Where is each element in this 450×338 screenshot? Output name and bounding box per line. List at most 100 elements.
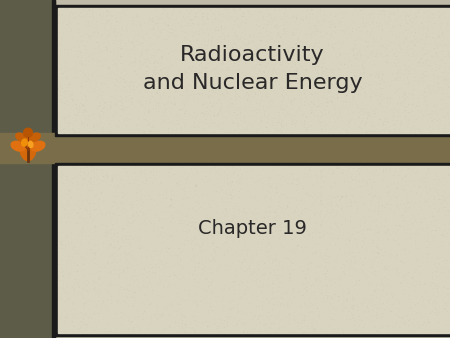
Point xyxy=(274,235,281,240)
Point xyxy=(379,76,387,81)
Point xyxy=(111,271,118,276)
Point xyxy=(117,287,124,293)
Point xyxy=(315,29,322,34)
Point xyxy=(224,13,231,18)
Point xyxy=(124,265,131,270)
Point xyxy=(320,300,327,306)
Point xyxy=(297,20,304,25)
Point xyxy=(356,110,363,115)
Point xyxy=(88,168,95,174)
Point xyxy=(425,170,432,175)
Point xyxy=(318,234,325,240)
Point xyxy=(344,130,351,136)
Point xyxy=(418,207,426,212)
Point xyxy=(293,68,300,74)
Point xyxy=(180,14,187,20)
Point xyxy=(405,71,413,76)
Point xyxy=(241,119,248,124)
Point xyxy=(261,114,268,119)
Point xyxy=(335,221,342,226)
Point xyxy=(269,257,276,262)
Point xyxy=(174,283,181,289)
Point xyxy=(376,81,383,86)
Point xyxy=(302,88,310,93)
Point xyxy=(265,203,272,208)
Point xyxy=(158,54,166,59)
Point xyxy=(192,261,199,266)
Point xyxy=(258,49,265,55)
Point xyxy=(435,66,442,71)
Point xyxy=(413,256,420,261)
Point xyxy=(299,244,306,249)
Point xyxy=(313,24,320,29)
Point xyxy=(273,262,280,267)
Point xyxy=(406,293,413,299)
Point xyxy=(237,167,244,172)
Point xyxy=(374,93,381,98)
Point xyxy=(360,68,367,73)
Point xyxy=(398,283,405,289)
Point xyxy=(83,24,90,29)
Point xyxy=(65,201,72,206)
Point xyxy=(214,110,221,115)
Point xyxy=(217,317,225,322)
Point xyxy=(87,307,94,312)
Point xyxy=(324,284,331,289)
Point xyxy=(68,207,76,213)
Point xyxy=(346,119,353,124)
Point xyxy=(364,20,371,25)
Point xyxy=(274,224,281,229)
Point xyxy=(115,177,122,182)
Point xyxy=(130,43,137,49)
Point xyxy=(302,14,309,19)
Point xyxy=(156,24,163,30)
Point xyxy=(375,195,382,201)
Point xyxy=(220,261,227,266)
Point xyxy=(234,304,241,310)
Point xyxy=(209,36,216,42)
Point xyxy=(259,271,266,277)
Point xyxy=(207,113,215,118)
Point xyxy=(86,280,93,286)
Point xyxy=(272,228,279,234)
Point xyxy=(199,239,207,245)
Point xyxy=(412,219,419,224)
Point xyxy=(99,62,107,68)
Point xyxy=(443,81,450,87)
Point xyxy=(64,52,72,58)
Point xyxy=(271,62,278,68)
Point xyxy=(179,107,186,113)
Point xyxy=(187,64,194,69)
Point xyxy=(258,119,265,124)
Point xyxy=(427,280,434,286)
Point xyxy=(279,265,287,270)
Point xyxy=(253,27,260,33)
Point xyxy=(130,127,138,133)
Point xyxy=(276,253,284,258)
Point xyxy=(374,206,381,211)
Point xyxy=(288,243,295,248)
Point xyxy=(438,106,446,111)
Point xyxy=(366,214,373,220)
Point xyxy=(238,295,245,300)
Point xyxy=(233,44,240,49)
Point xyxy=(292,121,299,127)
Point xyxy=(236,7,243,13)
Point xyxy=(425,214,432,219)
Point xyxy=(174,208,181,214)
Point xyxy=(235,215,243,220)
Point xyxy=(391,122,398,127)
Point xyxy=(89,230,96,235)
Point xyxy=(131,235,139,241)
Point xyxy=(422,298,429,304)
Point xyxy=(338,95,345,100)
Point xyxy=(253,263,261,269)
Point xyxy=(261,64,268,69)
Point xyxy=(407,54,414,59)
Point xyxy=(408,23,415,28)
Point xyxy=(258,65,265,71)
Point xyxy=(193,10,200,16)
Point xyxy=(256,67,264,72)
Point xyxy=(88,52,95,57)
Point xyxy=(114,10,121,15)
